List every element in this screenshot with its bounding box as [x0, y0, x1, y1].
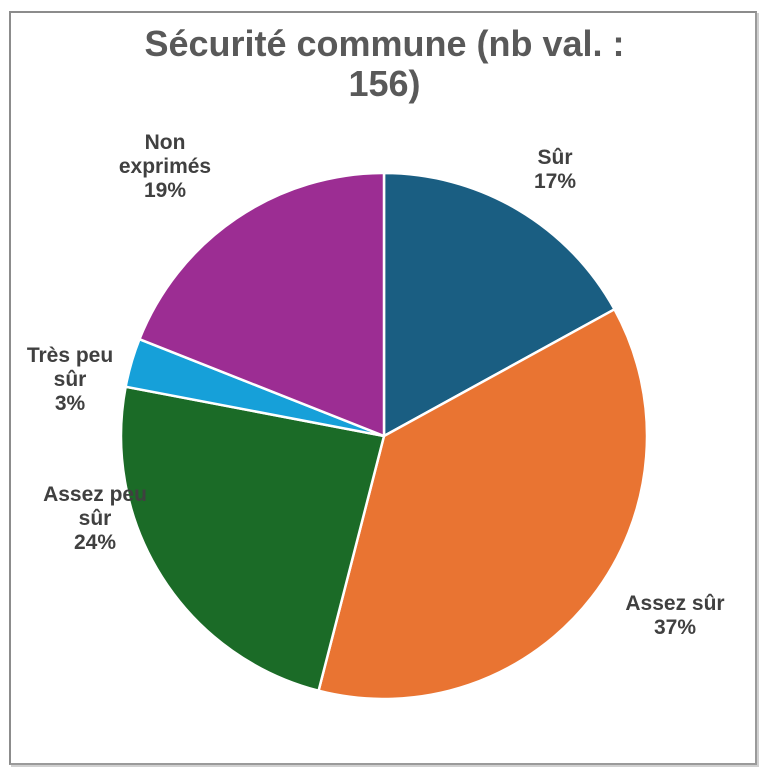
label-tres-peu-sur-name-2: sûr: [53, 368, 87, 391]
pie-slice-assez-peu-s-r: [119, 385, 386, 692]
label-non-exprimes: Non exprimés 19%: [100, 131, 230, 203]
label-tres-peu-sur-percent: 3%: [54, 392, 86, 415]
pie-slice-assez-s-r: [317, 308, 649, 701]
chart-title-line-2: 156): [348, 63, 421, 104]
chart-title: Sécurité commune (nb val. : 156): [0, 24, 769, 104]
label-tres-peu-sur-name-1: Très peu: [26, 344, 114, 367]
chart-title-line-1: Sécurité commune (nb val. :: [144, 23, 625, 64]
label-assez-sur-name: Assez sûr: [625, 592, 725, 615]
label-sur: Sûr 17%: [500, 146, 610, 194]
label-sur-name: Sûr: [537, 146, 573, 169]
label-assez-peu-sur-name-2: sûr: [78, 507, 112, 530]
label-assez-peu-sur: Assez peu sûr 24%: [25, 483, 165, 555]
label-assez-sur-percent: 37%: [653, 616, 697, 639]
label-non-exprimes-name-2: exprimés: [118, 155, 212, 178]
label-non-exprimes-percent: 19%: [143, 179, 187, 202]
label-assez-peu-sur-name-1: Assez peu: [43, 483, 147, 506]
pie-slice-s-r: [382, 171, 616, 438]
label-assez-sur: Assez sûr 37%: [600, 592, 750, 640]
pie-slice-non-exprim-s: [138, 171, 386, 438]
label-non-exprimes-name-1: Non: [144, 131, 186, 154]
label-assez-peu-sur-percent: 24%: [73, 531, 117, 554]
label-tres-peu-sur: Très peu sûr 3%: [12, 344, 128, 416]
label-sur-percent: 17%: [533, 170, 577, 193]
